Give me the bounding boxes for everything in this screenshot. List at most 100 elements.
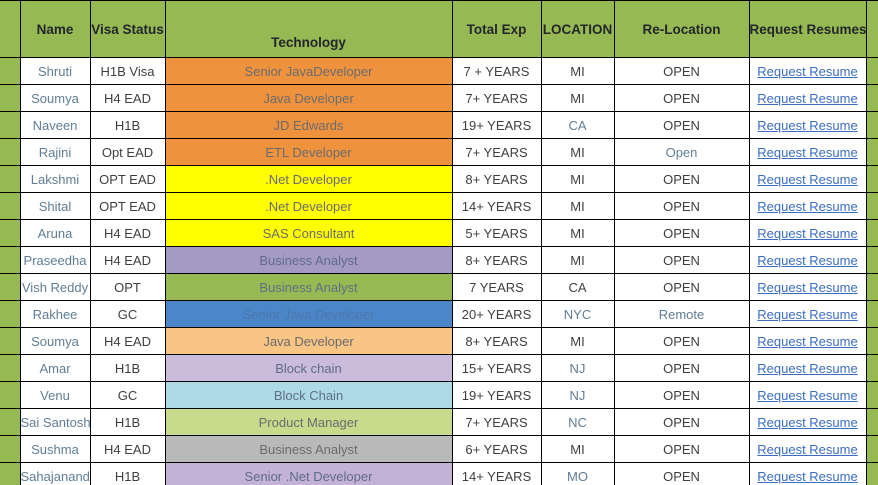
table-row: Soumya H4 EAD Java Developer 7+ YEARS MI OPEN… — [0, 84, 878, 112]
technology-cell: JD Edwards — [164, 111, 453, 139]
request-resume-link[interactable]: Request Resume — [757, 414, 858, 430]
request-resume-link[interactable]: Request Resume — [757, 441, 858, 457]
request-resume-link[interactable]: Request Resume — [757, 306, 858, 322]
request-resume-link[interactable]: Request Resume — [757, 225, 858, 241]
location-cell: CA — [540, 273, 615, 301]
row-accent-right — [865, 111, 878, 139]
visa-status-cell: H1B — [89, 462, 166, 485]
visa-status-cell: OPT EAD — [89, 165, 166, 193]
technology-cell: Business Analyst — [164, 435, 453, 463]
request-resume-cell: Request Resume — [748, 84, 867, 112]
technology-cell: .Net Developer — [164, 192, 453, 220]
name-cell: Naveen — [19, 111, 91, 139]
request-resume-link[interactable]: Request Resume — [757, 144, 858, 160]
row-accent-right — [865, 381, 878, 409]
location-cell: MO — [540, 462, 615, 485]
technology-cell: Product Manager — [164, 408, 453, 436]
relocation-cell: OPEN — [613, 111, 750, 139]
relocation-cell: OPEN — [613, 219, 750, 247]
relocation-cell: OPEN — [613, 408, 750, 436]
request-resume-cell: Request Resume — [748, 138, 867, 166]
total-exp-cell: 7+ YEARS — [451, 84, 542, 112]
request-resume-link[interactable]: Request Resume — [757, 252, 858, 268]
request-resume-cell: Request Resume — [748, 300, 867, 328]
header-row: Name Visa Status Technology Total Exp LOCATI… — [0, 0, 878, 58]
visa-status-cell: GC — [89, 300, 166, 328]
request-resume-link[interactable]: Request Resume — [757, 387, 858, 403]
relocation-cell: OPEN — [613, 246, 750, 274]
relocation-cell: OPEN — [613, 354, 750, 382]
row-accent-right — [865, 138, 878, 166]
row-accent-left — [0, 273, 21, 301]
technology-cell: Java Developer — [164, 327, 453, 355]
total-exp-cell: 19+ YEARS — [451, 381, 542, 409]
column-header-request: Request Resumes — [748, 0, 867, 58]
name-cell: Venu — [19, 381, 91, 409]
visa-status-cell: OPT EAD — [89, 192, 166, 220]
location-cell: NYC — [540, 300, 615, 328]
visa-status-cell: H1B Visa — [89, 57, 166, 85]
visa-status-cell: H4 EAD — [89, 246, 166, 274]
location-cell: MI — [540, 57, 615, 85]
location-cell: MI — [540, 327, 615, 355]
row-accent-right — [865, 165, 878, 193]
visa-status-cell: H1B — [89, 354, 166, 382]
relocation-cell: OPEN — [613, 435, 750, 463]
name-cell: Sahajanand — [19, 462, 91, 485]
request-resume-link[interactable]: Request Resume — [757, 279, 858, 295]
row-accent-left — [0, 84, 21, 112]
location-cell: MI — [540, 84, 615, 112]
request-resume-link[interactable]: Request Resume — [757, 171, 858, 187]
table-row: Venu GC Block Chain 19+ YEARS NJ OPEN Request … — [0, 381, 878, 409]
technology-cell: Block Chain — [164, 381, 453, 409]
total-exp-cell: 7 + YEARS — [451, 57, 542, 85]
table-header: Name Visa Status Technology Total Exp LOCATI… — [0, 0, 878, 58]
column-header-exp: Total Exp — [451, 0, 542, 58]
row-accent-right — [865, 57, 878, 85]
total-exp-cell: 8+ YEARS — [451, 327, 542, 355]
table-row: Amar H1B Block chain 15+ YEARS NJ OPEN Request… — [0, 354, 878, 382]
total-exp-cell: 19+ YEARS — [451, 111, 542, 139]
table-row: Sahajanand H1B Senior .Net Developer 14+ YE… — [0, 462, 878, 485]
row-accent-left — [0, 57, 21, 85]
technology-cell: Business Analyst — [164, 246, 453, 274]
row-accent-left — [0, 111, 21, 139]
name-cell: Shruti — [19, 57, 91, 85]
location-cell: CA — [540, 111, 615, 139]
request-resume-cell: Request Resume — [748, 246, 867, 274]
table-row: Rakhee GC Senior Java Developer 20+ YEARS NY… — [0, 300, 878, 328]
name-cell: Rajini — [19, 138, 91, 166]
name-cell: Lakshmi — [19, 165, 91, 193]
location-cell: MI — [540, 219, 615, 247]
visa-status-cell: H4 EAD — [89, 327, 166, 355]
row-accent-right — [865, 192, 878, 220]
request-resume-link[interactable]: Request Resume — [757, 333, 858, 349]
technology-cell: Business Analyst — [164, 273, 453, 301]
request-resume-link[interactable]: Request Resume — [757, 360, 858, 376]
column-header-tech: Technology — [164, 0, 453, 58]
relocation-cell: OPEN — [613, 57, 750, 85]
request-resume-link[interactable]: Request Resume — [757, 63, 858, 79]
header-accent-left — [0, 0, 21, 58]
request-resume-link[interactable]: Request Resume — [757, 198, 858, 214]
row-accent-left — [0, 138, 21, 166]
row-accent-left — [0, 219, 21, 247]
table-body: Shruti H1B Visa Senior JavaDeveloper 7 + YE… — [0, 57, 878, 485]
column-header-location: LOCATION — [540, 0, 615, 58]
row-accent-left — [0, 381, 21, 409]
column-header-visa: Visa Status — [89, 0, 166, 58]
row-accent-right — [865, 408, 878, 436]
location-cell: MI — [540, 165, 615, 193]
visa-status-cell: H1B — [89, 408, 166, 436]
request-resume-link[interactable]: Request Resume — [757, 117, 858, 133]
request-resume-cell: Request Resume — [748, 165, 867, 193]
location-cell: MI — [540, 192, 615, 220]
request-resume-link[interactable]: Request Resume — [757, 468, 858, 484]
request-resume-cell: Request Resume — [748, 219, 867, 247]
table-row: Soumya H4 EAD Java Developer 8+ YEARS MI OPEN… — [0, 327, 878, 355]
row-accent-left — [0, 300, 21, 328]
request-resume-link[interactable]: Request Resume — [757, 90, 858, 106]
table-row: Sushma H4 EAD Business Analyst 6+ YEARS MI OP… — [0, 435, 878, 463]
name-cell: Shital — [19, 192, 91, 220]
